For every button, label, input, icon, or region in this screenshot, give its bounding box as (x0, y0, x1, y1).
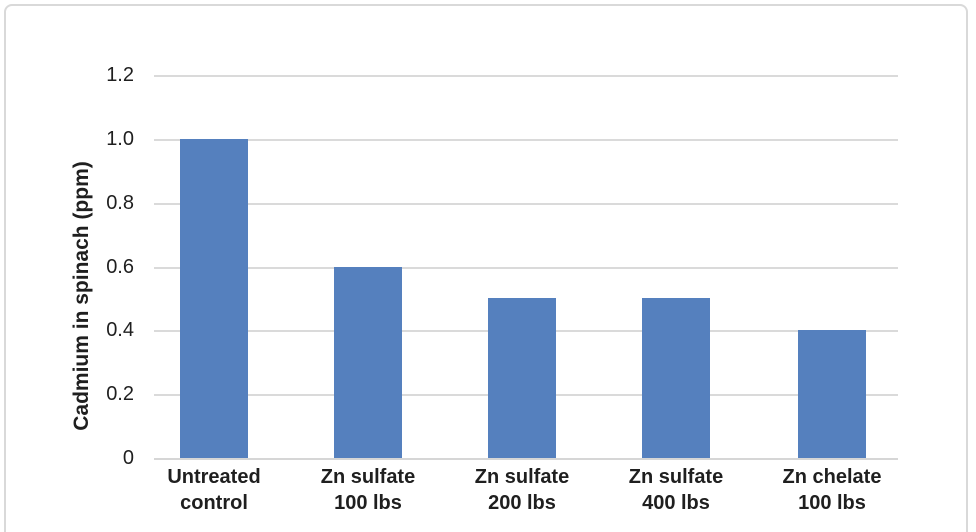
y-tick-label: 0.6 (106, 255, 134, 278)
x-tick-line1: Untreated (167, 466, 261, 488)
x-tick-label: Untreated control (129, 464, 299, 516)
x-tick-label: Zn chelate 100 lbs (747, 464, 917, 516)
x-tick-line2: 100 lbs (334, 492, 402, 514)
y-tick-label: 0 (122, 447, 134, 469)
y-tick-label: 0.4 (106, 319, 134, 342)
bar-zn-sulfate-400 (642, 298, 710, 458)
gridline-1-0 (154, 138, 898, 141)
y-tick-label: 1.0 (106, 127, 134, 150)
gridline-0-8 (154, 202, 898, 205)
x-tick-label: Zn sulfate 400 lbs (591, 464, 761, 516)
x-tick-line2: 200 lbs (488, 492, 556, 514)
chart-card: Cadmium in spinach (ppm) 1.2 1.0 0.8 0.6… (4, 4, 968, 532)
x-tick-line1: Zn sulfate (628, 466, 724, 488)
gridline-1-2 (154, 75, 898, 77)
gridline-0-6 (154, 266, 898, 269)
bar-zn-sulfate-200 (488, 298, 556, 458)
plot-area: 1.2 1.0 0.8 0.6 0.4 0.2 0 (106, 64, 898, 469)
x-tick-line1: Zn chelate (782, 466, 882, 488)
y-tick-label: 0.8 (106, 191, 134, 214)
x-tick-line1: Zn sulfate (474, 466, 570, 488)
x-tick-line2: control (180, 492, 248, 514)
x-tick-label: Zn sulfate 100 lbs (283, 464, 453, 516)
bar-untreated-control (180, 138, 248, 458)
x-tick-line1: Zn sulfate (320, 466, 416, 488)
x-tick-label: Zn sulfate 200 lbs (437, 464, 607, 516)
x-tick-line2: 400 lbs (642, 492, 710, 514)
x-tick-line2: 100 lbs (798, 492, 866, 514)
y-tick-label: 1.2 (106, 64, 134, 86)
bar-zn-sulfate-100 (334, 266, 402, 458)
x-axis-line (154, 458, 898, 460)
y-tick-label: 0.2 (106, 383, 134, 406)
bar-zn-chelate-100 (798, 330, 866, 458)
